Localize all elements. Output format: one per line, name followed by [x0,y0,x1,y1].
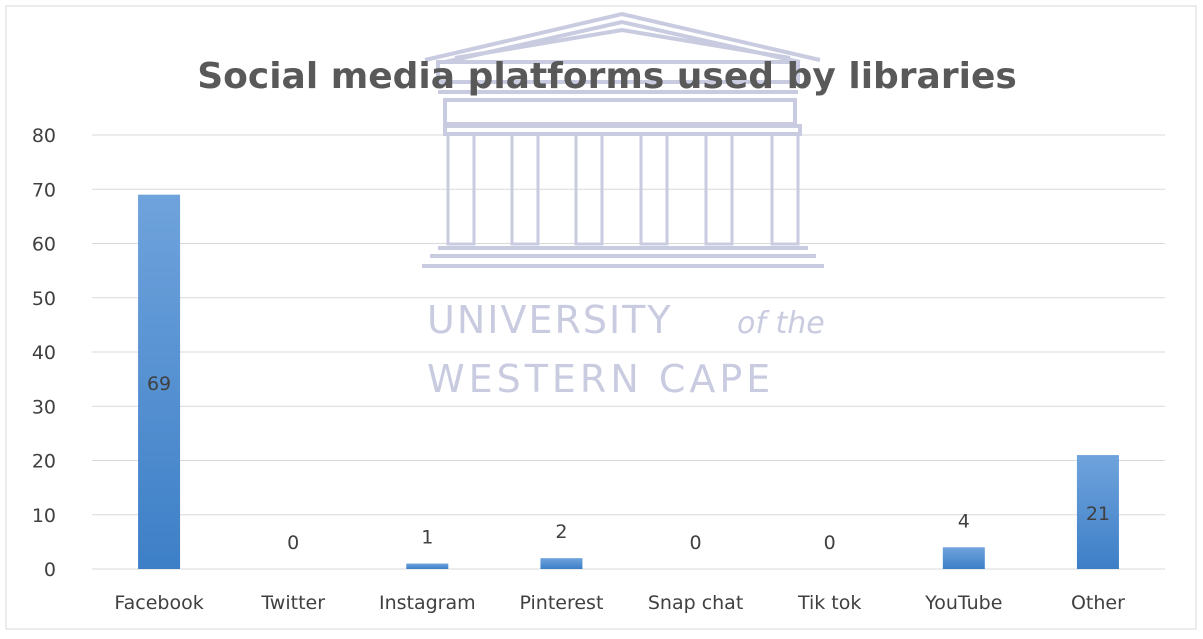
watermark-line2: WESTERN CAPE [427,357,774,401]
y-axis-ticks: 0 10 20 30 40 50 60 70 80 [32,125,56,581]
y-tick-label: 10 [32,505,56,527]
data-label: 69 [147,373,171,395]
x-tick-label: Facebook [114,592,203,614]
x-tick-label: Twitter [260,592,325,614]
y-tick-label: 30 [32,396,56,418]
column-4 [639,132,669,246]
y-tick-label: 0 [44,559,56,581]
y-tick-label: 70 [32,179,56,201]
y-tick-label: 40 [32,342,56,364]
column-2 [510,132,540,246]
x-tick-label: Instagram [379,592,476,614]
x-tick-label: Snap chat [648,592,743,614]
entablature-shape [436,60,800,84]
watermark-line1: UNIVERSITY [427,298,673,342]
capital-band-shape [443,124,802,136]
bar [138,194,181,570]
pediment-shape [424,11,821,64]
column-1 [446,132,476,246]
column-6 [770,132,800,246]
bars [138,194,1119,570]
watermark-text: UNIVERSITY of the WESTERN CAPE [427,298,825,401]
bar [406,563,449,569]
x-tick-label: YouTube [924,592,1002,614]
y-tick-label: 20 [32,451,56,473]
data-label: 0 [287,532,299,554]
bar [1076,455,1119,569]
data-label: 4 [958,510,970,532]
x-tick-label: Pinterest [519,592,603,614]
watermark-line1-suffix: of the [737,306,825,341]
university-watermark [422,11,824,268]
data-labels: 69 0 1 2 0 0 4 21 [147,373,1110,554]
x-tick-label: Tik tok [797,592,861,614]
y-tick-label: 60 [32,234,56,256]
data-label: 2 [555,521,567,543]
columns [446,132,800,246]
column-5 [704,132,734,246]
y-tick-label: 80 [32,125,56,147]
y-tick-label: 50 [32,288,56,310]
bar [942,547,985,569]
chart-title: Social media platforms used by libraries [197,56,1017,97]
data-label: 0 [690,532,702,554]
data-label: 1 [421,527,433,549]
x-tick-label: Other [1071,592,1125,614]
column-3 [574,132,604,246]
bar [540,558,583,569]
chart-border [5,5,1197,630]
data-label: 0 [824,532,836,554]
data-label: 21 [1086,503,1110,525]
x-axis-labels: Facebook Twitter Instagram Pinterest Snap ch… [114,592,1125,614]
